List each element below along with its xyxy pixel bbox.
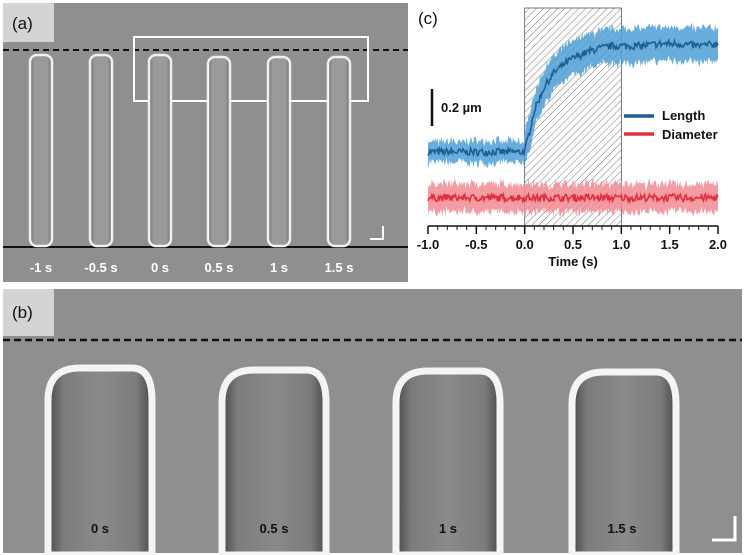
x-tick-label: 2.0 <box>709 237 727 252</box>
x-axis-label: Time (s) <box>548 254 598 269</box>
x-tick-label: -1.0 <box>417 237 439 252</box>
time-label: 0 s <box>151 260 169 275</box>
x-tick-label: 1.0 <box>612 237 630 252</box>
scale-bar-a <box>370 226 384 240</box>
panel-b: (b) 0 s 0.5 s 1 s 1.5 s <box>3 289 742 555</box>
x-tick-label: 1.5 <box>661 237 679 252</box>
zoom-time-label: 1 s <box>439 521 457 536</box>
time-label: -0.5 s <box>84 260 117 275</box>
panel-b-label: (b) <box>12 303 33 322</box>
series-layer <box>427 22 719 218</box>
zoom-time-label: 1.5 s <box>608 521 637 536</box>
legend-diameter-label: Diameter <box>662 127 718 142</box>
time-label: 1 s <box>270 260 288 275</box>
cell-1s <box>266 55 292 248</box>
zoomed-cell-1-5s <box>568 368 680 555</box>
cell-0s <box>147 53 173 248</box>
zoomed-cell-1s <box>392 367 504 555</box>
x-tick-label: -0.5 <box>465 237 487 252</box>
zoomed-cell-0-5s <box>218 366 330 555</box>
cell-1-5s <box>326 55 352 248</box>
zoomed-cell-0s <box>44 364 156 555</box>
panel-a-label-box <box>3 3 54 42</box>
x-ticks: -1.0 -0.5 0.0 0.5 1.0 1.5 2.0 <box>417 226 727 252</box>
series-line-length <box>427 37 719 158</box>
panel-c-label: (c) <box>418 9 438 28</box>
legend-length-label: Length <box>662 108 705 123</box>
zoom-time-label: 0 s <box>91 521 109 536</box>
cell-0-5s <box>206 55 232 248</box>
panel-c: (c) -1.0 -0.5 0.0 0.5 1.0 1.5 2.0 Time (s) 0.2… <box>417 7 727 269</box>
scale-bar-label: 0.2 µm <box>441 100 482 115</box>
series-line-diameter <box>427 191 719 205</box>
panel-b-label-box <box>3 289 54 336</box>
zoomed-cells <box>44 364 680 555</box>
panel-a-label: (a) <box>12 14 33 33</box>
time-label: 1.5 s <box>325 260 354 275</box>
x-tick-label: 0.5 <box>564 237 582 252</box>
time-label: -1 s <box>30 260 52 275</box>
scale-bar-b <box>712 516 737 542</box>
zoom-region-box <box>133 36 369 102</box>
cell-row <box>28 53 352 248</box>
cell-minus-1s <box>28 53 54 248</box>
zoom-time-label: 0.5 s <box>260 521 289 536</box>
x-tick-label: 0.0 <box>516 237 534 252</box>
panel-a: (a) -1 s -0.5 s 0 s 0.5 s 1 s 1.5 s <box>3 3 408 282</box>
panel-b-time-labels: 0 s 0.5 s 1 s 1.5 s <box>91 521 637 536</box>
cell-minus-0-5s <box>88 53 114 248</box>
panel-a-time-labels: -1 s -0.5 s 0 s 0.5 s 1 s 1.5 s <box>30 260 354 275</box>
series-band-length <box>428 22 718 169</box>
time-label: 0.5 s <box>205 260 234 275</box>
